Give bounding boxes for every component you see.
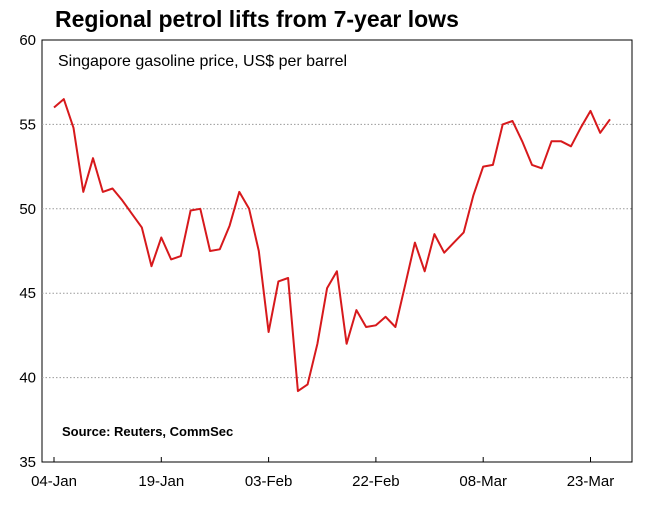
plot-frame <box>41 39 633 463</box>
series-layer <box>53 98 611 393</box>
x-tick-label: 04-Jan <box>31 473 77 490</box>
x-tick-label: 03-Feb <box>245 473 293 490</box>
chart-subtitle: Singapore gasoline price, US$ per barrel <box>58 53 347 70</box>
y-tick-label: 50 <box>19 201 36 218</box>
series-line <box>53 98 611 393</box>
y-tick-label: 60 <box>19 32 36 49</box>
x-axis-ticks: 04-Jan 19-Jan 03-Feb 22-Feb 08-Mar 23-Mar <box>31 457 614 490</box>
chart-source: Source: Reuters, CommSec <box>62 424 233 439</box>
x-tick-label: 19-Jan <box>138 473 184 490</box>
y-tick-label: 45 <box>19 285 36 302</box>
y-tick-label: 40 <box>19 370 36 387</box>
y-tick-label: 55 <box>19 116 36 133</box>
gridlines <box>42 123 632 379</box>
y-axis-ticks: 35 40 45 50 55 60 <box>19 32 36 471</box>
chart-title: Regional petrol lifts from 7-year lows <box>55 6 459 32</box>
x-tick-label: 08-Mar <box>459 473 507 490</box>
x-tick-label: 22-Feb <box>352 473 400 490</box>
y-tick-label: 35 <box>19 454 36 471</box>
x-tick-label: 23-Mar <box>567 473 615 490</box>
